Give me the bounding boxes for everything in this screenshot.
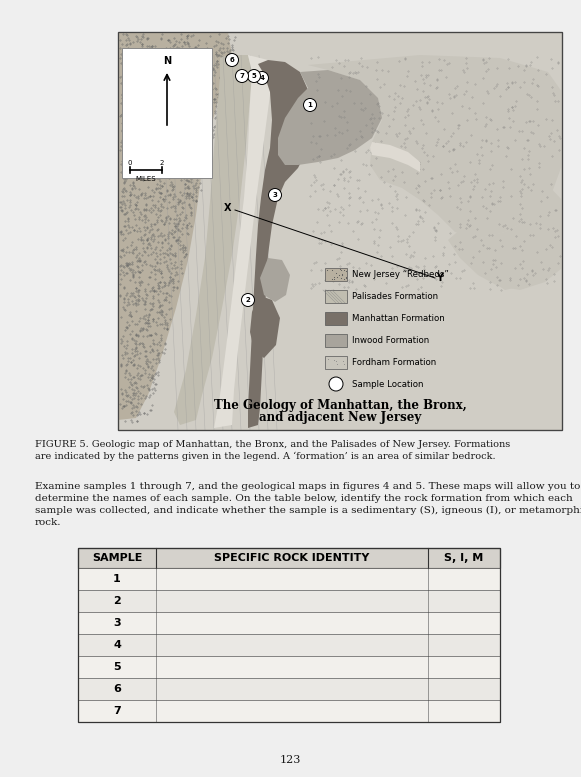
Bar (325, 290, 347, 303)
Bar (122, 48, 212, 178)
Point (327, 264, 336, 277)
Polygon shape (308, 55, 562, 238)
Text: MILES: MILES (136, 176, 156, 182)
Point (329, 273, 339, 285)
Point (335, 263, 345, 275)
Text: 6: 6 (113, 684, 121, 694)
Circle shape (248, 69, 260, 82)
Text: and adjacent New Jersey: and adjacent New Jersey (259, 412, 421, 424)
Text: 5: 5 (113, 662, 121, 672)
Bar (78, 548, 500, 568)
Polygon shape (448, 168, 562, 290)
Point (337, 267, 346, 280)
Text: X: X (224, 203, 232, 213)
Bar (78, 548, 500, 722)
Point (341, 270, 350, 283)
Text: 4: 4 (260, 75, 264, 81)
Circle shape (329, 377, 343, 391)
Circle shape (268, 189, 282, 201)
Bar (118, 32, 562, 430)
Point (328, 274, 337, 286)
Bar (78, 590, 500, 612)
Text: 0: 0 (128, 160, 132, 166)
Text: 1: 1 (113, 574, 121, 584)
Point (322, 263, 332, 276)
Point (333, 358, 342, 371)
Text: 3: 3 (272, 192, 278, 198)
Bar (78, 612, 500, 634)
Text: 6: 6 (229, 57, 234, 63)
Bar (78, 634, 500, 656)
Bar (325, 356, 347, 369)
Text: SAMPLE: SAMPLE (92, 553, 142, 563)
Bar (78, 700, 500, 722)
Point (339, 264, 349, 277)
Point (335, 268, 344, 280)
Text: 2: 2 (113, 596, 121, 606)
Bar (325, 268, 347, 281)
Circle shape (235, 69, 249, 82)
Circle shape (225, 54, 238, 67)
Point (336, 272, 346, 284)
Text: FIGURE 5. Geologic map of Manhattan, the Bronx, and the Palisades of New Jersey.: FIGURE 5. Geologic map of Manhattan, the… (35, 440, 510, 462)
Text: New Jersey “Redbeds”: New Jersey “Redbeds” (352, 270, 449, 279)
Circle shape (256, 71, 268, 85)
Bar (78, 678, 500, 700)
Text: 2: 2 (160, 160, 164, 166)
Text: 1: 1 (307, 102, 313, 108)
Text: N: N (163, 56, 171, 66)
Point (332, 267, 341, 279)
Point (339, 358, 349, 371)
Point (338, 269, 347, 281)
Bar (325, 334, 347, 347)
Text: Fordham Formation: Fordham Formation (352, 358, 436, 367)
Text: Examine samples 1 through 7, and the geological maps in figures 4 and 5. These m: Examine samples 1 through 7, and the geo… (35, 482, 581, 527)
Circle shape (242, 294, 254, 306)
Polygon shape (370, 142, 420, 172)
Point (341, 272, 350, 284)
Polygon shape (260, 258, 290, 302)
Polygon shape (248, 60, 312, 428)
Point (329, 270, 339, 283)
Text: S, I, M: S, I, M (444, 553, 483, 563)
Polygon shape (118, 32, 232, 420)
Polygon shape (174, 55, 252, 425)
Text: 3: 3 (113, 618, 121, 628)
Text: 7: 7 (239, 73, 245, 79)
Text: Y: Y (436, 273, 443, 283)
Point (339, 273, 349, 285)
Bar (118, 32, 562, 430)
Point (323, 352, 332, 364)
Text: Inwood Formation: Inwood Formation (352, 336, 429, 345)
Point (333, 271, 342, 284)
Text: 4: 4 (113, 640, 121, 650)
Bar (78, 568, 500, 590)
Polygon shape (214, 55, 272, 428)
Polygon shape (482, 240, 540, 290)
Bar (325, 312, 347, 325)
Text: SPECIFIC ROCK IDENTITY: SPECIFIC ROCK IDENTITY (214, 553, 370, 563)
Text: 123: 123 (279, 755, 301, 765)
Point (341, 264, 350, 277)
Point (329, 354, 338, 367)
Text: 5: 5 (252, 73, 256, 79)
Text: Manhattan Formation: Manhattan Formation (352, 314, 444, 323)
Text: The Geology of Manhattan, the Bronx,: The Geology of Manhattan, the Bronx, (214, 399, 467, 413)
Polygon shape (250, 295, 280, 358)
Bar (78, 656, 500, 678)
Point (339, 355, 348, 368)
Point (331, 355, 340, 368)
Text: Palisades Formation: Palisades Formation (352, 292, 438, 301)
Polygon shape (278, 70, 382, 165)
Text: Sample Location: Sample Location (352, 380, 424, 389)
Text: 7: 7 (113, 706, 121, 716)
Circle shape (303, 99, 317, 112)
Text: 2: 2 (246, 297, 250, 303)
Point (337, 263, 346, 276)
